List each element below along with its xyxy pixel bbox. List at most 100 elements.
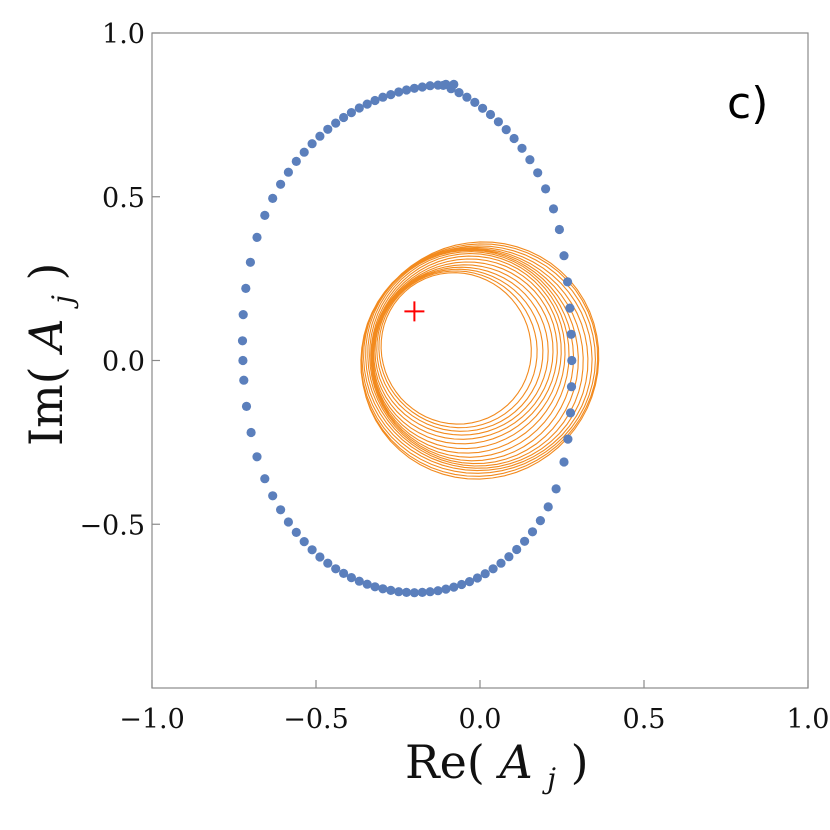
oscillator-point [315, 131, 325, 141]
oscillator-point [315, 552, 325, 562]
oscillator-point [246, 427, 256, 438]
oscillator-point [464, 577, 475, 587]
oscillator-point [554, 224, 565, 235]
oscillator-point [425, 587, 435, 597]
oscillator-point [299, 147, 309, 157]
y-axis-title-prefix: Im( [19, 366, 73, 446]
x-tick-label: 0.0 [459, 704, 502, 735]
y-tick-label: 0.0 [102, 347, 145, 378]
oscillator-point [386, 90, 396, 100]
oscillator-point [559, 251, 569, 261]
y-axis-ticks: −0.5 0.0 0.5 1.0 [79, 19, 160, 541]
oscillator-point [517, 143, 527, 153]
oscillator-point [362, 99, 372, 109]
oscillator-point [401, 587, 412, 598]
oscillator-point [260, 210, 270, 220]
x-axis-title-variable: A [495, 735, 532, 789]
oscillator-point [252, 452, 262, 462]
oscillator-point [354, 103, 364, 113]
oscillator-point [478, 103, 488, 113]
oscillator-point [559, 457, 569, 467]
x-tick-label: −1.0 [119, 704, 185, 735]
oscillator-point [504, 552, 514, 562]
oscillator-point [346, 108, 356, 118]
oscillator-point [454, 88, 464, 98]
oscillator-point [470, 97, 480, 107]
oscillator-point [346, 573, 356, 583]
oscillator-point [566, 382, 577, 392]
y-tick-label: −0.5 [79, 510, 145, 541]
oscillator-point [268, 491, 278, 501]
oscillator-point [323, 124, 333, 134]
oscillator-point [509, 133, 519, 144]
oscillator-point [527, 527, 538, 537]
oscillator-point [493, 117, 503, 127]
oscillator-point [362, 579, 372, 589]
oscillator-point [276, 505, 286, 515]
oscillator-point [496, 558, 506, 568]
oscillator-point [417, 587, 427, 598]
x-tick-label: −0.5 [283, 704, 349, 735]
oscillator-point [241, 401, 252, 411]
oscillator-point [551, 484, 561, 494]
x-axis-ticks: −1.0 −0.5 0.0 0.5 1.0 [119, 680, 829, 735]
oscillator-point [237, 336, 248, 346]
oscillator-point [446, 84, 456, 94]
oscillator-point [462, 92, 472, 102]
oscillator-point [567, 355, 577, 366]
oscillator-point [520, 536, 530, 546]
oscillator-point [291, 527, 301, 538]
oscillator-point [566, 329, 576, 339]
orange-trajectory-layer [360, 241, 600, 480]
blue-points-layer [237, 79, 577, 598]
oscillator-point [354, 576, 364, 586]
oscillator-point [449, 582, 459, 592]
oscillator-point [339, 568, 349, 579]
oscillator-point [238, 355, 248, 366]
oscillator-point [307, 545, 317, 555]
oscillator-point [252, 232, 262, 242]
oscillator-point [457, 579, 467, 590]
oscillator-point [394, 587, 404, 597]
oscillator-point [291, 156, 301, 166]
oscillator-point [276, 179, 286, 189]
panel-label: c) [727, 78, 768, 129]
oscillator-point [501, 125, 511, 135]
oscillator-point [441, 584, 451, 594]
y-axis-title-variable: A [19, 318, 73, 355]
oscillator-point [409, 83, 419, 93]
oscillator-point [409, 588, 419, 598]
oscillator-point [260, 474, 270, 484]
oscillator-point [488, 564, 498, 574]
oscillator-point [241, 283, 251, 293]
oscillator-point [239, 375, 249, 385]
oscillator-point [543, 502, 553, 512]
oscillator-point [283, 167, 293, 177]
y-tick-label: 0.5 [102, 183, 145, 214]
oscillator-point [238, 310, 248, 320]
oscillator-point [472, 573, 482, 583]
x-axis-title: Re( A j ) [405, 735, 589, 799]
oscillator-point [433, 586, 443, 596]
y-axis-title-subscript: j [46, 295, 79, 310]
red-cross-layer [404, 301, 425, 322]
oscillator-point [425, 81, 435, 91]
oscillator-point [533, 168, 543, 178]
oscillator-point [331, 118, 341, 128]
x-axis-title-subscript: j [541, 762, 556, 795]
y-axis-title: Im( A j ) [19, 263, 83, 447]
oscillator-point [307, 139, 317, 149]
x-tick-label: 1.0 [787, 704, 830, 735]
oscillator-point [331, 564, 341, 574]
oscillator-point [386, 585, 396, 596]
x-axis-title-suffix: ) [571, 735, 589, 789]
oscillator-point [565, 303, 575, 313]
oscillator-point [245, 257, 255, 267]
oscillator-point [485, 109, 496, 120]
oscillator-point [565, 408, 576, 418]
y-axis-title-suffix: ) [19, 263, 73, 281]
oscillator-point [401, 85, 412, 95]
oscillator-point [394, 87, 404, 97]
